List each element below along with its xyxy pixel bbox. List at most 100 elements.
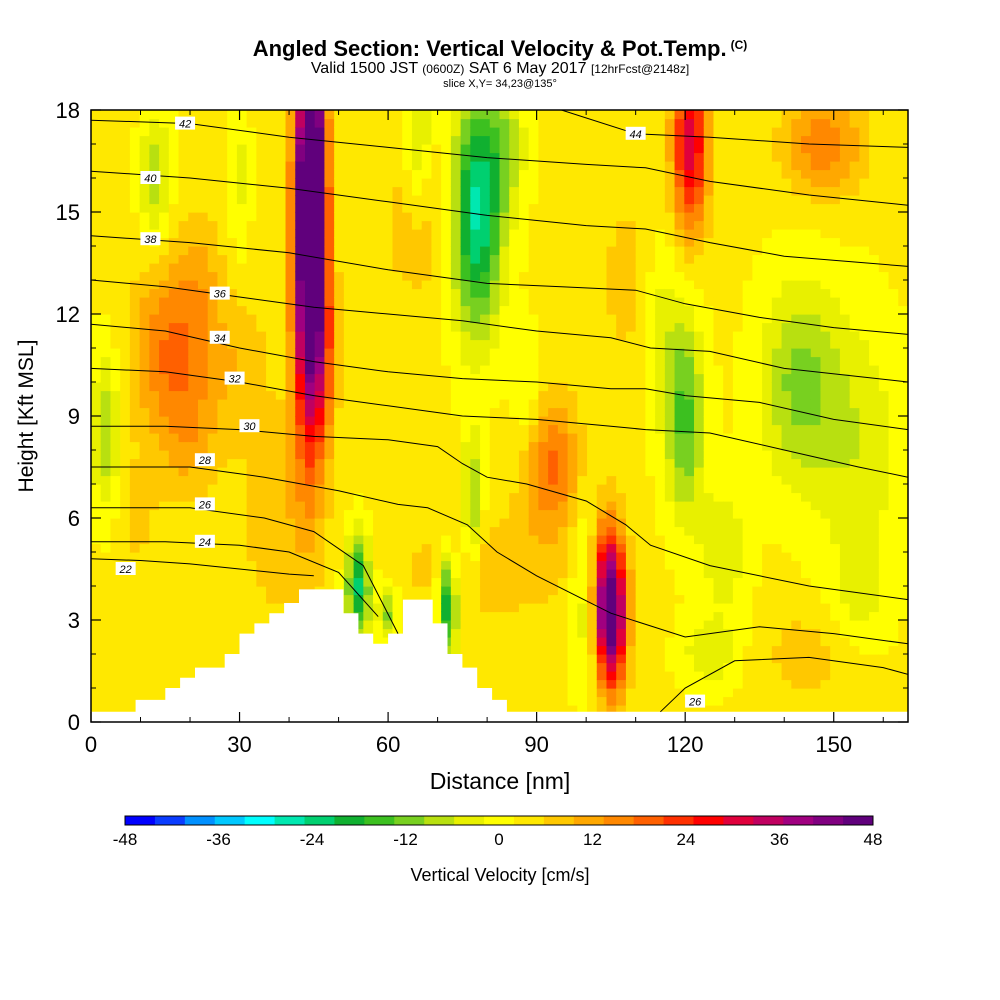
- field-cell: [363, 586, 374, 596]
- field-cell: [178, 594, 189, 604]
- field-cell: [684, 518, 695, 528]
- field-cell: [256, 577, 267, 587]
- field-cell: [120, 654, 131, 664]
- field-cell: [635, 637, 646, 647]
- field-cell: [664, 645, 676, 655]
- field-cell: [411, 186, 423, 196]
- field-cell: [450, 509, 462, 519]
- field-cell: [606, 416, 617, 426]
- field-cell: [100, 526, 112, 536]
- field-cell: [149, 560, 160, 570]
- field-cell: [460, 560, 471, 570]
- field-cell: [110, 628, 121, 638]
- field-cell: [450, 535, 462, 545]
- field-cell: [159, 552, 170, 562]
- field-cell: [285, 178, 296, 188]
- field-cell: [334, 314, 345, 324]
- field-cell: [100, 696, 112, 706]
- field-cell: [518, 331, 530, 341]
- field-cell: [100, 603, 112, 613]
- field-cell: [392, 390, 403, 400]
- field-cell: [548, 195, 559, 205]
- field-cell: [732, 705, 744, 715]
- field-cell: [246, 271, 257, 281]
- field-cell: [577, 450, 588, 460]
- field-cell: [227, 254, 238, 264]
- field-cell: [149, 424, 160, 434]
- field-cell: [450, 467, 462, 477]
- field-cell: [518, 161, 530, 171]
- field-cell: [470, 586, 481, 596]
- field-cell: [159, 348, 170, 358]
- field-cell: [256, 611, 267, 621]
- field-cell: [168, 161, 180, 171]
- field-cell: [363, 594, 374, 604]
- field-cell: [197, 416, 209, 426]
- field-cell: [606, 390, 617, 400]
- field-cell: [266, 526, 277, 536]
- field-cell: [178, 654, 189, 664]
- field-cell: [703, 594, 715, 604]
- field-cell: [431, 509, 442, 519]
- field-cell: [674, 314, 685, 324]
- field-cell: [480, 314, 491, 324]
- field-cell: [188, 594, 199, 604]
- field-cell: [149, 186, 160, 196]
- field-cell: [470, 135, 481, 145]
- field-cell: [168, 246, 180, 256]
- field-cell: [334, 195, 345, 205]
- field-cell: [509, 322, 520, 332]
- field-cell: [577, 314, 588, 324]
- field-cell: [732, 110, 744, 120]
- field-cell: [217, 492, 228, 502]
- field-cell: [518, 280, 530, 290]
- field-cell: [616, 679, 627, 689]
- field-cell: [159, 441, 170, 451]
- field-cell: [509, 178, 520, 188]
- field-cell: [373, 161, 384, 171]
- field-cell: [266, 229, 277, 239]
- field-cell: [664, 450, 676, 460]
- field-cell: [236, 331, 248, 341]
- field-cell: [489, 433, 501, 443]
- field-cell: [343, 220, 355, 230]
- field-cell: [149, 254, 160, 264]
- field-cell: [363, 169, 374, 179]
- field-cell: [227, 620, 238, 630]
- field-cell: [411, 356, 423, 366]
- field-cell: [548, 254, 559, 264]
- field-cell: [762, 577, 773, 587]
- field-cell: [324, 390, 335, 400]
- field-cell: [334, 297, 345, 307]
- field-cell: [567, 518, 578, 528]
- field-cell: [392, 314, 403, 324]
- field-cell: [723, 169, 734, 179]
- field-cell: [655, 169, 666, 179]
- field-cell: [324, 501, 335, 511]
- field-cell: [100, 118, 112, 128]
- field-cell: [538, 569, 549, 579]
- field-cell: [159, 450, 170, 460]
- field-cell: [275, 365, 287, 375]
- field-cell: [587, 424, 598, 434]
- field-cell: [557, 399, 569, 409]
- field-cell: [91, 229, 102, 239]
- field-cell: [742, 535, 753, 545]
- field-cell: [343, 178, 355, 188]
- field-cell: [178, 254, 189, 264]
- field-cell: [392, 297, 403, 307]
- field-cell: [402, 229, 413, 239]
- field-cell: [188, 305, 199, 315]
- field-cell: [557, 263, 569, 273]
- field-cell: [304, 424, 316, 434]
- field-cell: [402, 577, 413, 587]
- field-cell: [421, 203, 433, 213]
- field-cell: [684, 577, 695, 587]
- field-cell: [217, 237, 228, 247]
- field-cell: [441, 458, 452, 468]
- field-cell: [557, 433, 569, 443]
- field-cell: [509, 229, 520, 239]
- field-cell: [227, 127, 238, 137]
- field-cell: [324, 518, 335, 528]
- field-cell: [577, 246, 588, 256]
